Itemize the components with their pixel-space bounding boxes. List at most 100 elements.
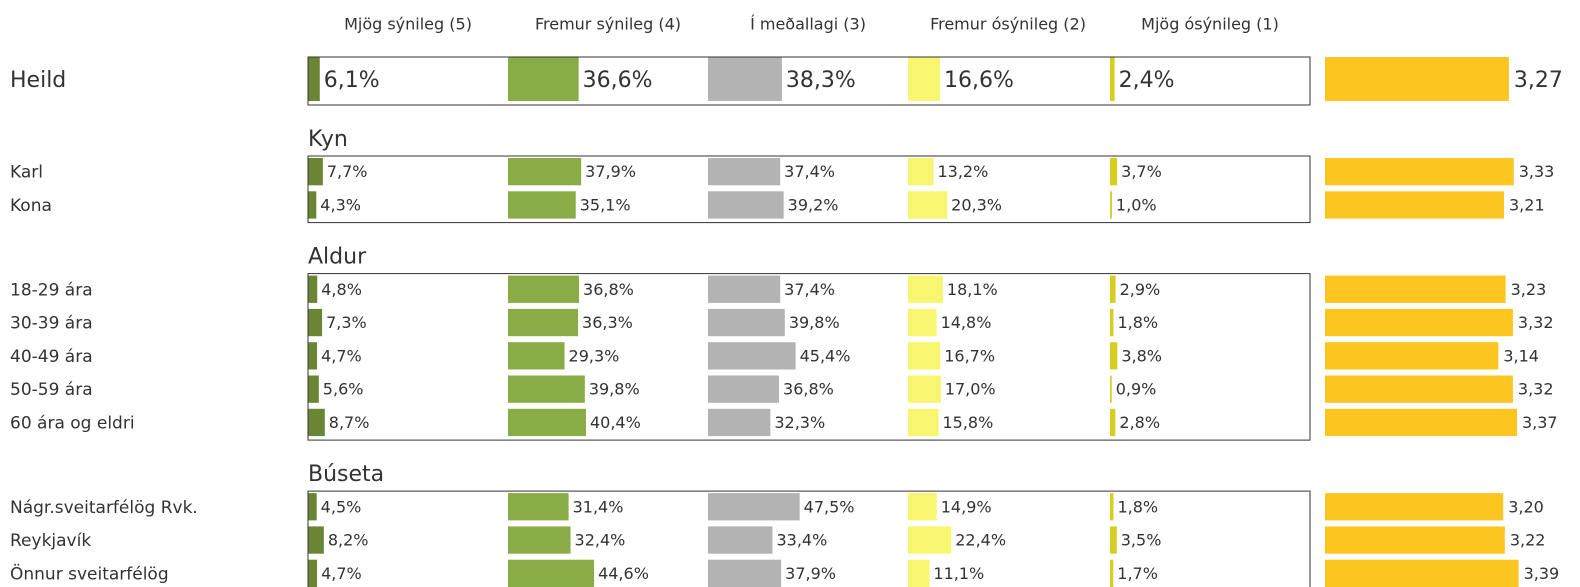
value-label: 0,9% xyxy=(1116,380,1157,399)
bar xyxy=(1110,408,1116,437)
bar xyxy=(1110,526,1117,554)
column-header: Mjög sýnileg (5) xyxy=(344,15,472,34)
mean-bar xyxy=(1325,57,1509,101)
bar xyxy=(1110,275,1116,303)
mean-label: 3,27 xyxy=(1514,68,1563,93)
column-header: Fremur sýnileg (4) xyxy=(535,15,681,34)
value-label: 36,6% xyxy=(583,68,653,93)
bar xyxy=(1110,559,1114,587)
bar xyxy=(908,191,948,219)
bar xyxy=(908,408,939,437)
value-label: 37,4% xyxy=(784,162,835,181)
mean-bar xyxy=(1325,375,1513,403)
value-label: 33,4% xyxy=(776,531,827,550)
bar xyxy=(908,308,937,337)
value-label: 14,8% xyxy=(941,313,992,332)
bar xyxy=(1110,158,1118,186)
bar xyxy=(508,526,571,554)
bar xyxy=(508,275,580,303)
bar xyxy=(708,493,800,521)
bar xyxy=(708,526,773,554)
row-label: 60 ára og eldri xyxy=(10,413,135,433)
mean-bar xyxy=(1325,526,1505,554)
bar xyxy=(308,408,325,437)
value-label: 11,1% xyxy=(933,564,984,583)
bar xyxy=(908,57,941,101)
bar xyxy=(508,375,585,403)
mean-label: 3,20 xyxy=(1508,497,1544,516)
mean-bar xyxy=(1325,275,1506,303)
bar xyxy=(308,342,318,370)
bar xyxy=(1110,493,1114,521)
value-label: 6,1% xyxy=(324,68,380,93)
value-label: 18,1% xyxy=(947,280,998,299)
value-label: 16,7% xyxy=(944,346,995,365)
bar xyxy=(308,526,324,554)
bar xyxy=(1110,191,1112,219)
value-label: 37,4% xyxy=(784,280,835,299)
value-label: 17,0% xyxy=(945,380,996,399)
mean-bar xyxy=(1325,559,1519,587)
value-label: 22,4% xyxy=(955,531,1006,550)
value-label: 8,2% xyxy=(328,531,369,550)
bar xyxy=(708,275,781,303)
row-label: Heild xyxy=(10,68,66,93)
column-header: Fremur ósýnileg (2) xyxy=(930,15,1086,34)
bar xyxy=(1110,342,1118,370)
row-label: Karl xyxy=(10,163,43,183)
mean-bar xyxy=(1325,191,1505,219)
bar xyxy=(708,342,796,370)
mean-bar xyxy=(1325,158,1514,186)
value-label: 47,5% xyxy=(804,497,855,516)
bar xyxy=(308,375,319,403)
mean-bar xyxy=(1325,408,1517,437)
bar xyxy=(508,57,579,101)
value-label: 13,2% xyxy=(937,162,988,181)
value-label: 35,1% xyxy=(580,195,631,214)
value-label: 5,6% xyxy=(323,380,364,399)
row-label: Kona xyxy=(10,196,52,216)
group-title: Aldur xyxy=(308,245,367,270)
bar xyxy=(308,493,317,521)
value-label: 7,7% xyxy=(327,162,368,181)
value-label: 31,4% xyxy=(573,497,624,516)
value-label: 2,9% xyxy=(1120,280,1161,299)
mean-label: 3,23 xyxy=(1511,280,1547,299)
column-header: Í meðallagi (3) xyxy=(750,15,866,34)
bar xyxy=(308,57,320,101)
bar xyxy=(708,308,785,337)
group-box xyxy=(307,56,1311,106)
group-box xyxy=(307,490,1311,587)
value-label: 38,3% xyxy=(786,68,856,93)
value-label: 4,5% xyxy=(321,497,362,516)
bar xyxy=(708,191,784,219)
bar xyxy=(908,375,941,403)
value-label: 1,7% xyxy=(1117,564,1158,583)
bar xyxy=(1110,375,1112,403)
value-label: 3,5% xyxy=(1121,531,1162,550)
mean-bar xyxy=(1325,342,1499,370)
bar xyxy=(308,275,318,303)
bar xyxy=(708,559,782,587)
bar xyxy=(308,191,317,219)
value-label: 20,3% xyxy=(951,195,1002,214)
value-label: 36,3% xyxy=(582,313,633,332)
group-title: Kyn xyxy=(308,127,348,152)
value-label: 45,4% xyxy=(800,346,851,365)
value-label: 1,8% xyxy=(1117,313,1158,332)
value-label: 29,3% xyxy=(569,346,620,365)
bar xyxy=(508,158,582,186)
value-label: 2,8% xyxy=(1119,413,1160,432)
row-label: Reykjavík xyxy=(10,531,91,551)
bar xyxy=(908,158,934,186)
value-label: 3,7% xyxy=(1121,162,1162,181)
bar xyxy=(1110,308,1114,337)
mean-bar xyxy=(1325,493,1504,521)
mean-label: 3,32 xyxy=(1518,313,1554,332)
mean-bar xyxy=(1325,308,1513,337)
bar xyxy=(508,342,565,370)
mean-label: 3,21 xyxy=(1509,195,1545,214)
value-label: 15,8% xyxy=(942,413,993,432)
mean-label: 3,39 xyxy=(1524,564,1560,583)
